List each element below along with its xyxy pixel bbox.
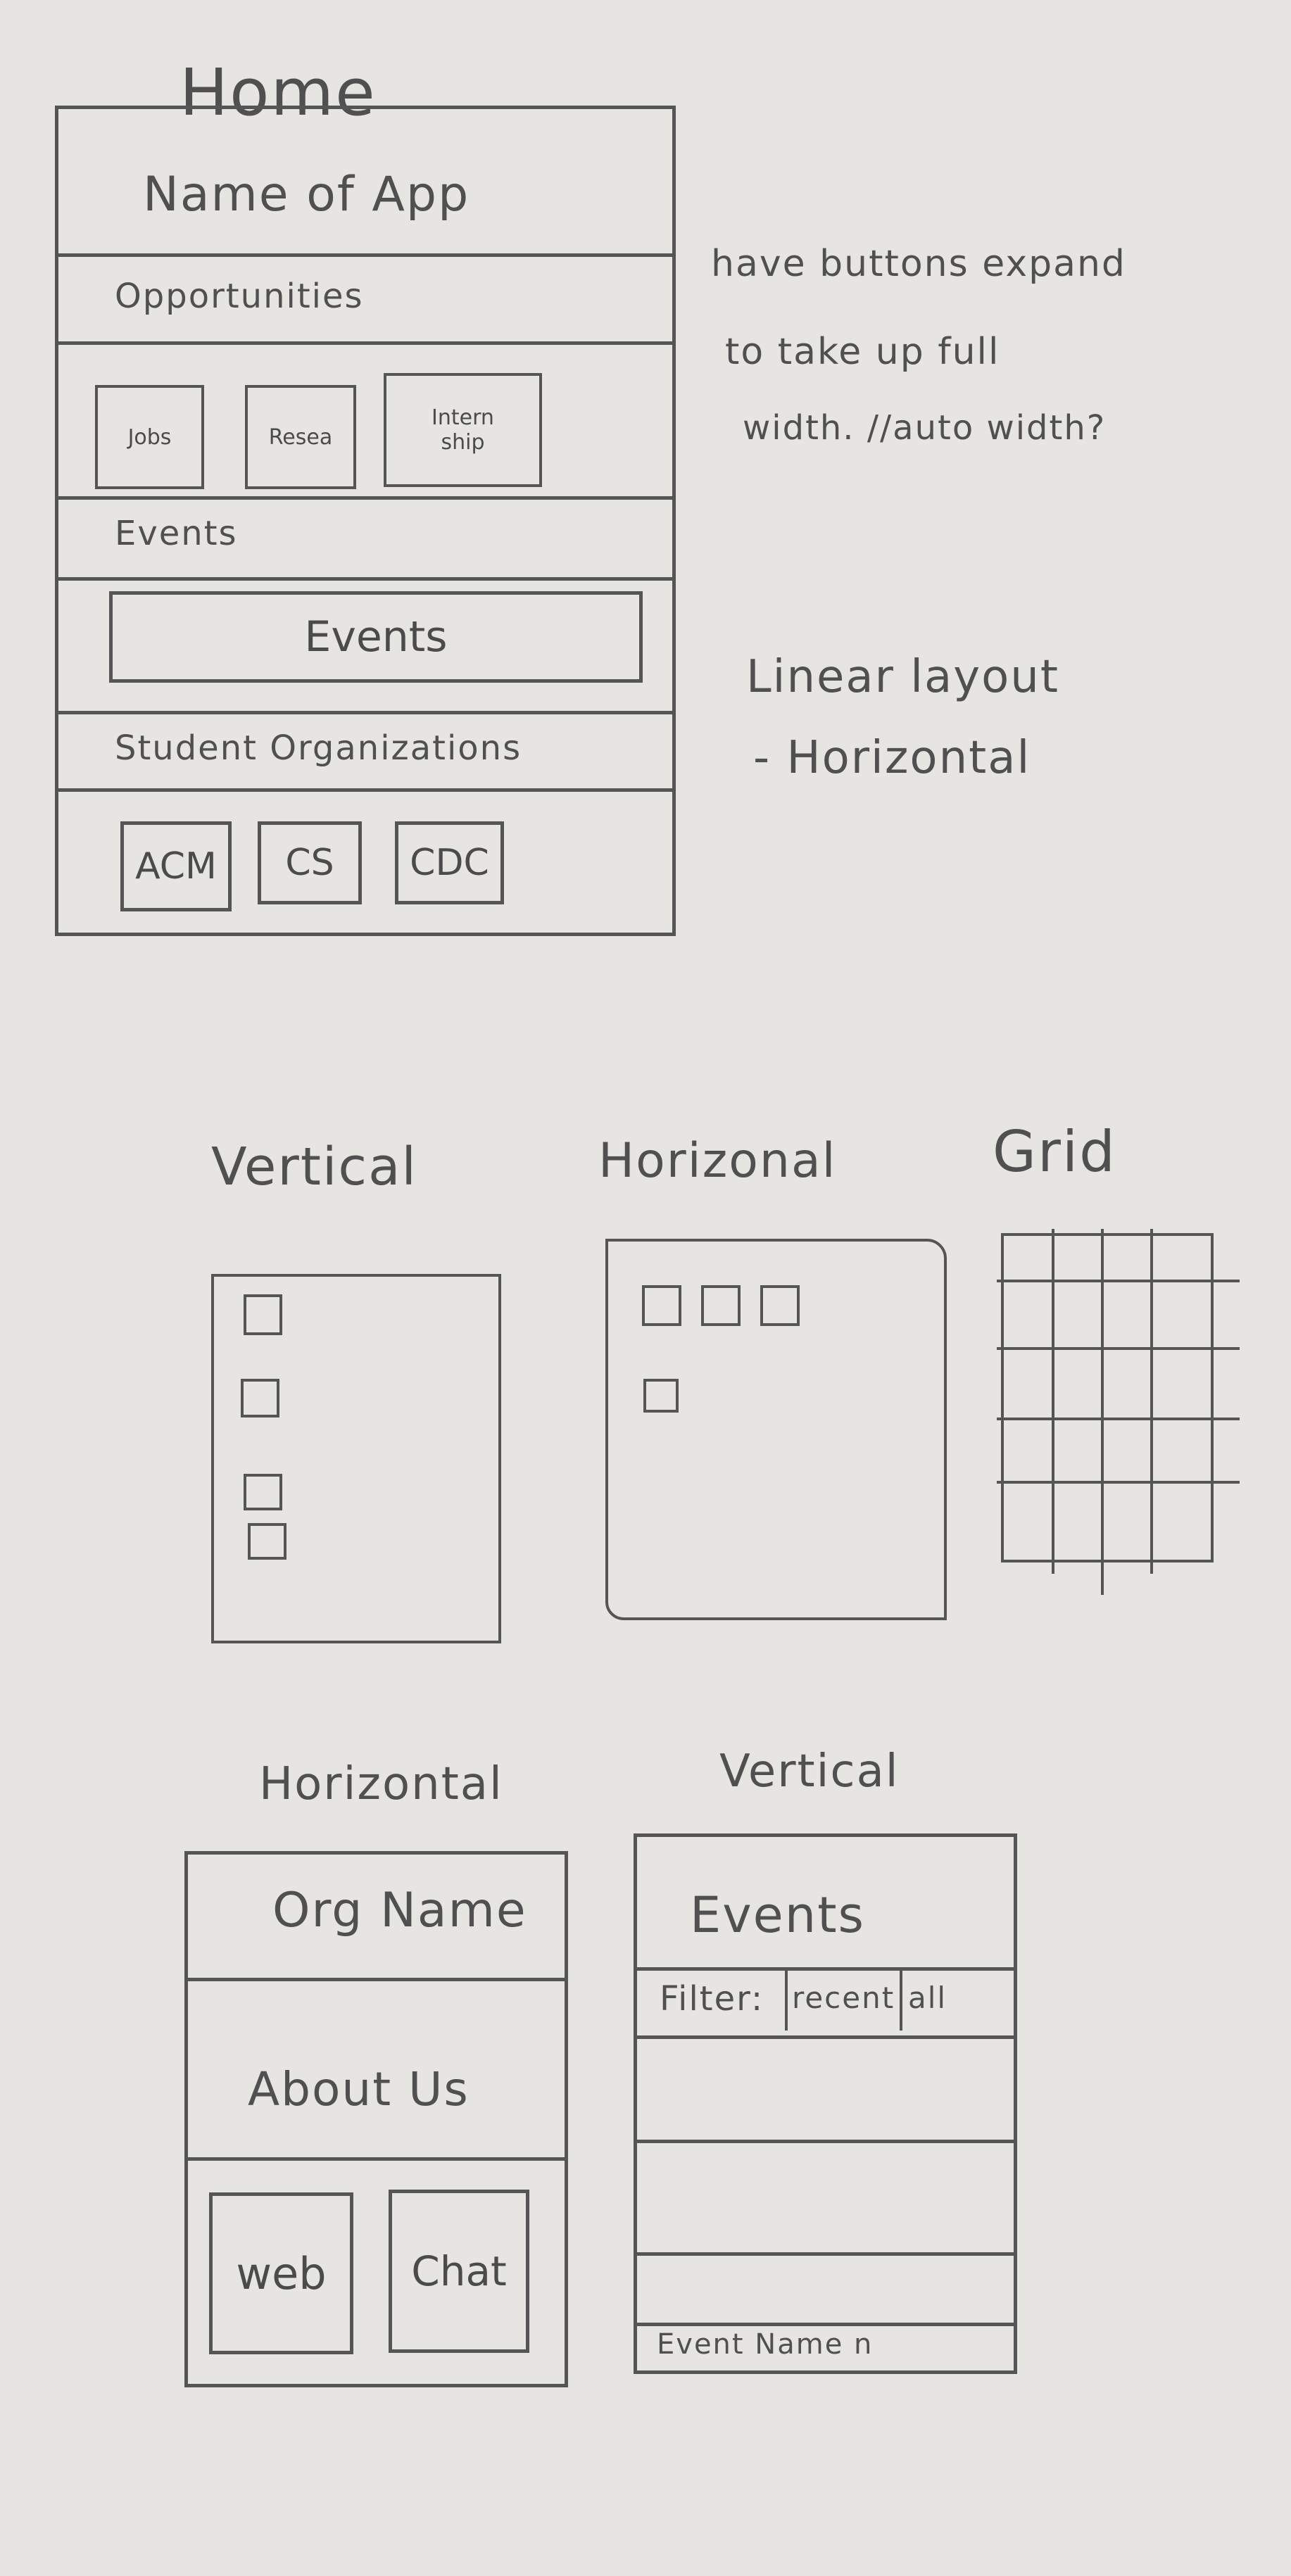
sketch-square [248,1523,286,1560]
cs-button[interactable]: CS [258,821,362,904]
sketch-square [642,1285,681,1326]
cs-button-label: CS [285,842,334,884]
jobs-button-label: Jobs [127,424,172,450]
acm-button-label: ACM [135,845,217,888]
org-screen-layout-label: Horizontal [259,1758,503,1810]
filter-separator [900,1971,902,2031]
grid-line [1101,1229,1104,1595]
grid-line [997,1418,1240,1420]
note-buttons-line1: have buttons expand [711,243,1126,285]
note-layout-line2: - Horizontal [753,732,1031,784]
home-phone-frame: Name of App Opportunities Jobs Resea Int… [55,106,676,936]
research-button-label: Resea [268,424,333,450]
list-item[interactable] [637,2039,1014,2130]
grid-line [997,1481,1240,1484]
divider [637,2140,1014,2143]
filter-label: Filter: [660,1979,764,2019]
web-button[interactable]: web [209,2192,353,2354]
web-button-label: web [236,2247,327,2299]
chat-button[interactable]: Chat [389,2190,529,2353]
divider [637,2323,1014,2326]
filter-recent-button[interactable]: recent [792,1981,895,2015]
note-buttons-line3: width. //auto width? [743,408,1107,448]
divider [637,1967,1014,1971]
sketch-square [701,1285,741,1326]
note-buttons-line2: to take up full [725,331,1000,373]
sketch-square [241,1379,279,1418]
events-heading: Events [115,514,238,553]
home-page-label: Home [180,55,377,130]
divider [58,577,672,581]
grid-line [1052,1229,1054,1574]
filter-all-button[interactable]: all [908,1981,947,2015]
events-button-label: Events [304,612,448,662]
acm-button[interactable]: ACM [120,821,232,911]
sketch-square [244,1294,282,1335]
vertical-layout-sketch [211,1274,501,1643]
internship-button[interactable]: Intern ship [384,373,542,487]
event-list-item-last[interactable]: Event Name n [657,2328,874,2361]
divider [58,711,672,714]
grid-layout-sketch [997,1229,1240,1595]
events-phone-frame: Events Filter: recent all Event Name n [634,1833,1017,2374]
events-screen-layout-label: Vertical [719,1745,900,1798]
grid-layout-label: Grid [993,1119,1116,1185]
jobs-button[interactable]: Jobs [95,385,204,489]
cdc-button[interactable]: CDC [395,821,504,904]
filter-bar: Filter: recent all [637,1971,1014,2031]
list-item[interactable] [637,2256,1014,2316]
sketch-square [760,1285,800,1326]
app-name-title: Name of App [143,167,470,222]
opportunities-heading: Opportunities [115,277,364,316]
divider [58,496,672,500]
about-us-text: About Us [248,2062,470,2116]
divider [58,788,672,792]
vertical-layout-label: Vertical [211,1137,417,1197]
divider [637,2252,1014,2256]
events-button[interactable]: Events [109,591,643,683]
cdc-button-label: CDC [410,842,489,884]
divider [637,2035,1014,2039]
grid-line [1150,1229,1153,1574]
grid-line [997,1280,1240,1282]
student-orgs-heading: Student Organizations [115,728,522,768]
filter-separator [785,1971,788,2031]
org-name-title: Org Name [272,1883,527,1938]
horizontal-layout-label: Horizonal [598,1133,837,1189]
horizontal-layout-sketch [605,1239,947,1620]
divider [188,2157,565,2161]
events-screen-title: Events [690,1886,866,1944]
internship-button-label: Intern ship [432,405,494,455]
divider [58,341,672,345]
divider [188,1978,565,1981]
sketch-square [643,1379,679,1413]
sketch-square [244,1474,282,1510]
chat-button-label: Chat [411,2247,507,2295]
list-item[interactable] [637,2143,1014,2247]
divider [58,253,672,257]
note-layout-line1: Linear layout [746,651,1059,703]
org-phone-frame: Org Name About Us web Chat [184,1851,568,2387]
research-button[interactable]: Resea [245,385,356,489]
grid-line [997,1347,1240,1350]
